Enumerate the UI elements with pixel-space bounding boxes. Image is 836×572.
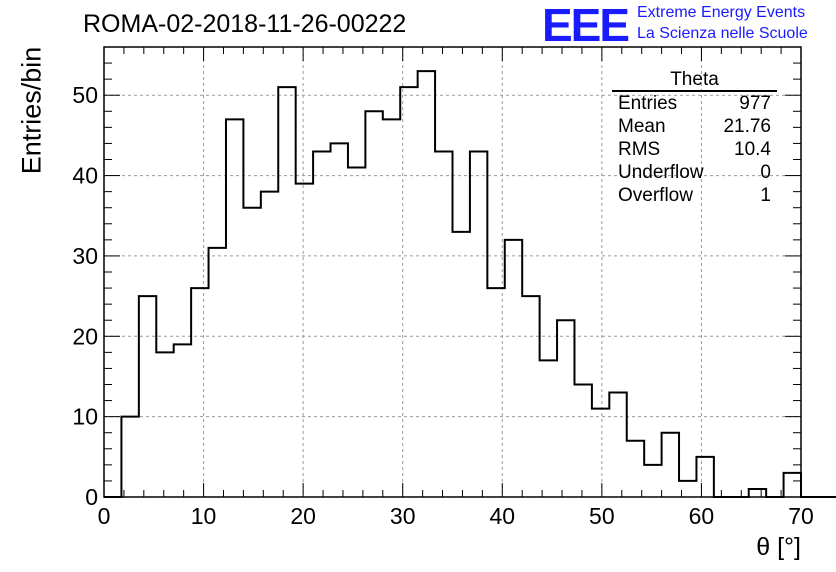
histogram-bin (139, 296, 156, 497)
stats-label: Overflow (618, 185, 693, 206)
histogram-bin (470, 151, 487, 497)
histogram-bin (156, 352, 173, 497)
stats-value: 0 (760, 162, 771, 183)
stats-row: Overflow 1 (612, 184, 777, 207)
histogram-outline (104, 70, 836, 498)
y-tick-label: 30 (72, 243, 98, 269)
stats-row: Mean 21.76 (612, 115, 777, 138)
x-tick-label: 40 (489, 503, 515, 529)
histogram-bin (383, 119, 400, 497)
y-axis-label: Entries/bin (16, 46, 47, 175)
stats-value: 21.76 (723, 116, 771, 137)
histogram-bin (574, 385, 591, 498)
x-tick-label: 50 (589, 503, 615, 529)
x-tick-label: 20 (290, 503, 316, 529)
histogram-bin (644, 465, 661, 497)
logo-caption-line1: Extreme Energy Events (637, 4, 806, 21)
stats-value: 1 (760, 185, 771, 206)
stats-box: Theta Entries 977 Mean 21.76 RMS 10.4 Under… (612, 70, 777, 207)
histogram-bin (400, 87, 417, 497)
x-tick-label: 0 (98, 503, 111, 529)
histogram-bin (191, 288, 208, 497)
histogram-bin (505, 240, 522, 497)
histogram-bin (557, 320, 574, 497)
histogram-bin (592, 409, 609, 497)
histogram-bin (784, 473, 801, 497)
stats-label: Underflow (618, 162, 704, 183)
y-tick-label: 10 (72, 404, 98, 430)
stats-value: 977 (739, 93, 771, 114)
histogram-bin (627, 441, 644, 497)
y-tick-label: 50 (72, 82, 98, 108)
histogram-bin (226, 119, 243, 497)
histogram-bin (261, 192, 278, 497)
histogram-bin (243, 208, 260, 497)
stats-row: RMS 10.4 (612, 138, 777, 161)
histogram-bin (296, 184, 313, 497)
logo-caption-line2: La Scienza nelle Scuole (637, 25, 808, 42)
y-tick-label: 40 (72, 163, 98, 189)
logo-caption: Extreme Energy Events La Scienza nelle S… (637, 2, 808, 44)
histogram-bin (209, 248, 226, 497)
eee-logo: EEE (542, 0, 630, 51)
stats-title: Theta (612, 70, 777, 92)
stats-row: Entries 977 (612, 92, 777, 115)
y-tick-label: 0 (85, 484, 98, 510)
stats-label: Mean (618, 116, 666, 137)
x-tick-label: 30 (390, 503, 416, 529)
x-tick-label: 10 (191, 503, 217, 529)
histogram-bin (609, 393, 626, 497)
plot-frame (103, 46, 802, 498)
histogram-bin (418, 71, 435, 497)
histogram-bin (435, 151, 452, 497)
histogram-bin (365, 111, 382, 497)
histogram-bin (453, 232, 470, 497)
stats-label: RMS (618, 139, 661, 160)
chart-title: ROMA-02-2018-11-26-00222 (83, 10, 407, 38)
histogram-bin (662, 433, 679, 497)
stats-label: Entries (618, 93, 678, 114)
y-tick-label: 20 (72, 323, 98, 349)
histogram-bin (696, 457, 713, 497)
histogram-bin (278, 87, 295, 497)
stats-row: Underflow 0 (612, 161, 777, 184)
histogram-bin (121, 417, 138, 497)
x-tick-label: 70 (788, 503, 814, 529)
histogram-bin (331, 143, 348, 497)
histogram-bin (540, 360, 557, 497)
x-tick-label: 60 (689, 503, 715, 529)
x-axis-label: θ [°] (756, 533, 801, 561)
histogram-bin (348, 168, 365, 497)
stats-value: 10.4 (734, 139, 771, 160)
histogram-bin (749, 489, 766, 497)
histogram-bin (313, 151, 330, 497)
histogram-bin (522, 296, 539, 497)
histogram-bin (174, 344, 191, 497)
